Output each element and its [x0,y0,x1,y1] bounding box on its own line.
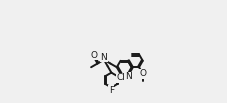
Text: N: N [101,53,107,62]
Text: F: F [109,86,114,95]
Text: Cl: Cl [116,73,125,82]
Text: O: O [139,69,146,78]
Text: N: N [125,72,132,81]
Text: O: O [91,51,98,60]
